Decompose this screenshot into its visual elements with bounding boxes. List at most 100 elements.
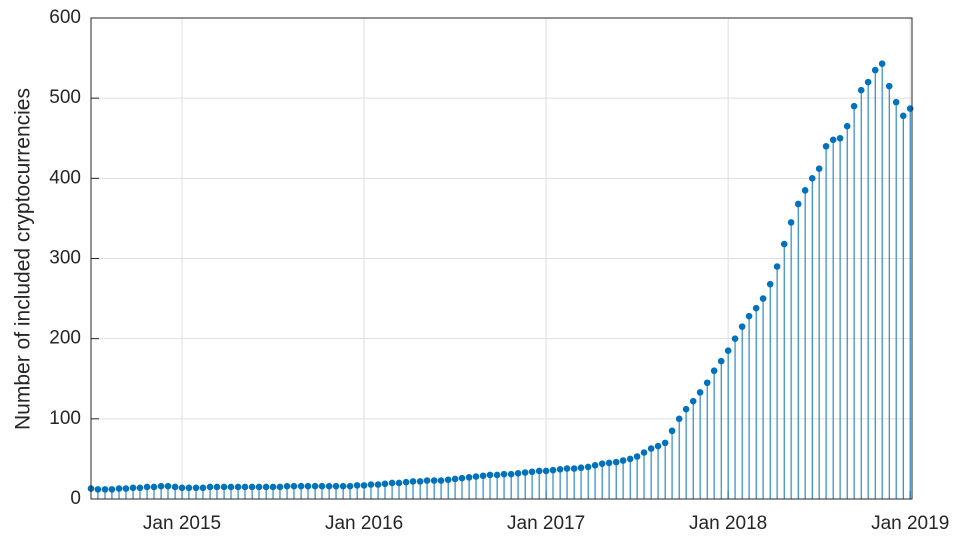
x-tick-label: Jan 2016 — [325, 513, 403, 534]
stem-marker — [591, 462, 599, 469]
stem-marker — [164, 482, 172, 490]
y-tick-label: 200 — [49, 328, 81, 349]
stem-marker — [241, 483, 249, 491]
stem-marker — [647, 445, 655, 452]
stem-marker — [290, 482, 298, 490]
stem-marker — [234, 483, 242, 491]
x-tick-label: Jan 2017 — [507, 513, 585, 534]
stem-marker — [122, 485, 130, 492]
stem-marker — [269, 483, 277, 491]
stem-marker — [885, 82, 893, 90]
stem-marker — [101, 486, 109, 493]
stem-marker — [724, 347, 732, 354]
stem-marker — [157, 482, 165, 490]
stem-marker — [864, 78, 872, 86]
stem-marker — [710, 367, 718, 375]
stem-marker — [213, 483, 221, 491]
stem-marker — [353, 482, 361, 489]
stem-marker — [542, 467, 550, 475]
stem-marker — [311, 482, 319, 490]
stem-marker — [675, 415, 683, 423]
stem-marker — [136, 484, 144, 492]
stem-marker — [150, 483, 158, 491]
stem-marker — [507, 470, 515, 478]
y-tick-label: 500 — [49, 87, 81, 108]
stem-marker — [570, 465, 578, 472]
stem-marker — [388, 479, 396, 487]
stem-marker — [577, 464, 585, 472]
stem-marker — [794, 200, 802, 208]
x-tick-label: Jan 2019 — [871, 513, 949, 534]
stem-marker — [220, 483, 228, 491]
plot-frame — [90, 17, 913, 500]
stem-marker — [297, 482, 305, 490]
stem-marker — [612, 458, 620, 466]
stem-marker — [409, 478, 417, 485]
stem-marker — [458, 474, 466, 482]
stem-marker — [857, 86, 865, 94]
stem-marker — [192, 484, 200, 492]
stem-marker — [444, 476, 452, 484]
stem-marker — [563, 465, 571, 472]
stem-marker — [143, 483, 151, 491]
stem-marker — [451, 475, 459, 483]
stem-marker — [199, 484, 207, 492]
y-tick-label: 300 — [49, 248, 81, 269]
stem-marker — [661, 439, 669, 447]
stem-marker — [556, 466, 564, 473]
stem-marker — [108, 486, 116, 493]
stem-marker — [423, 477, 431, 484]
stem-marker — [493, 471, 501, 479]
stem-marker — [402, 478, 410, 486]
stem-marker — [808, 175, 816, 182]
stem-marker — [416, 478, 424, 485]
stem-marker — [626, 455, 634, 463]
stem-marker — [528, 468, 536, 476]
stem-marker — [829, 136, 837, 144]
stem-marker — [731, 335, 739, 342]
stem-marker — [248, 483, 256, 491]
stem-marker — [787, 219, 795, 226]
stem-marker — [332, 482, 340, 490]
stem-marker — [430, 477, 438, 484]
stem-marker — [94, 486, 102, 493]
stem-marker — [479, 472, 487, 480]
x-tick-label: Jan 2018 — [689, 513, 767, 534]
stem-marker — [738, 323, 746, 330]
stem-marker — [668, 427, 676, 435]
stem-marker — [115, 485, 123, 492]
stem-marker — [171, 483, 179, 491]
stem-marker — [703, 379, 711, 387]
stem-marker — [381, 480, 389, 488]
stem-marker — [360, 482, 368, 489]
stem-marker — [815, 165, 823, 173]
stem-marker — [696, 389, 704, 396]
stem-marker — [759, 295, 767, 302]
y-tick-label: 400 — [49, 167, 81, 188]
stem-marker — [878, 60, 886, 67]
stem-marker — [598, 460, 606, 468]
stem-marker — [752, 304, 760, 312]
stem-marker — [514, 470, 522, 477]
stem-marker — [843, 122, 851, 130]
stem-marker — [549, 466, 557, 474]
y-tick-label: 0 — [70, 488, 81, 509]
y-tick-label: 100 — [49, 408, 81, 429]
stem-marker — [465, 474, 473, 481]
stem-marker — [836, 134, 844, 142]
stem-marker — [780, 240, 788, 248]
stem-marker — [227, 483, 235, 491]
stem-marker — [472, 473, 480, 480]
stem-marker — [773, 263, 781, 270]
y-tick-label: 600 — [49, 7, 81, 28]
stem-marker — [871, 66, 879, 74]
stem-marker — [276, 483, 284, 491]
stem-marker — [437, 477, 445, 484]
stem-marker — [486, 471, 494, 479]
stem-marker — [129, 484, 137, 492]
stem-marker — [689, 397, 697, 405]
stem-marker — [745, 312, 753, 320]
stem-marker — [822, 142, 830, 150]
stem-marker — [367, 481, 375, 488]
